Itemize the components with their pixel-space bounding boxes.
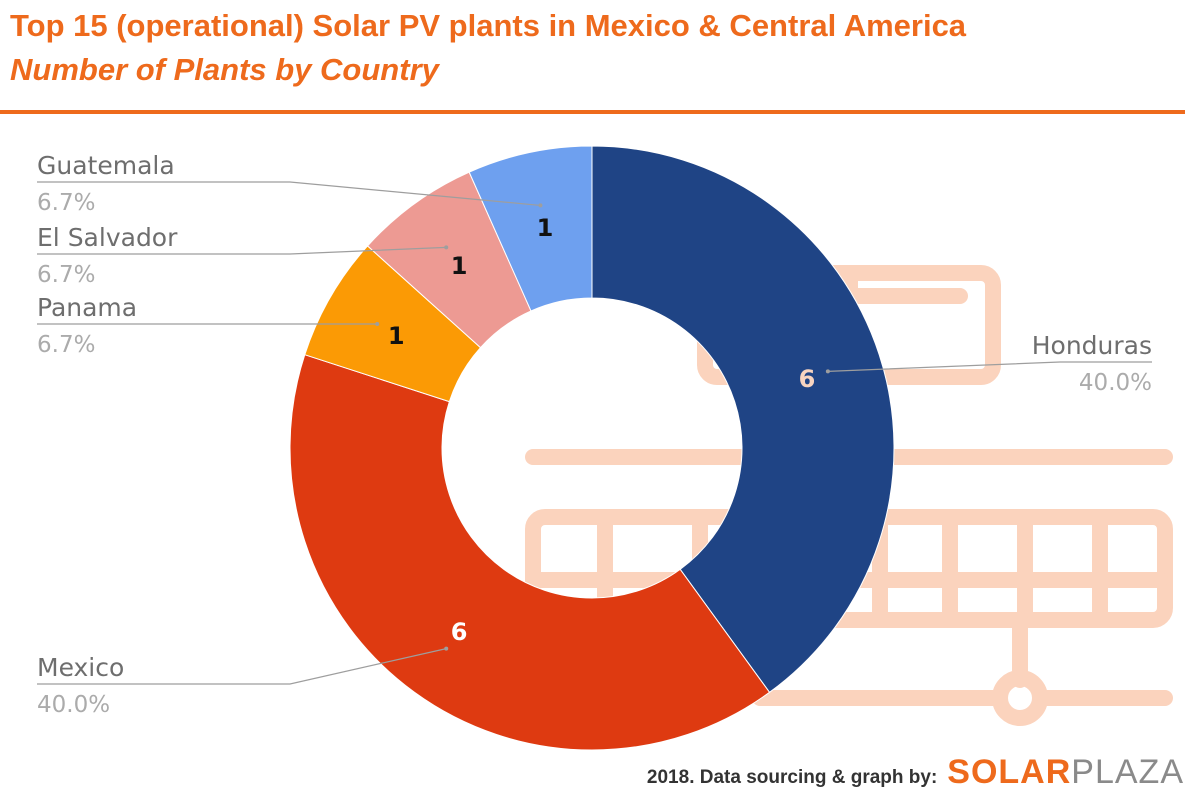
percent-label-guatemala: 6.7% [37, 190, 95, 216]
logo-solar-text: SOLAR [947, 753, 1072, 791]
slice-mexico [289, 354, 771, 751]
chart-subtitle: Number of Plants by Country [10, 52, 439, 87]
chart-title: Top 15 (operational) Solar PV plants in … [10, 8, 967, 43]
category-label-guatemala: Guatemala [37, 151, 175, 180]
category-label-el-salvador: El Salvador [37, 223, 178, 252]
value-label-mexico: 6 [451, 618, 468, 646]
footer: 2018. Data sourcing & graph by: SOLARPLA… [647, 753, 1184, 792]
value-label-panama: 1 [388, 322, 405, 350]
solarplaza-logo: SOLARPLAZA [947, 753, 1184, 792]
callout-line-guatemala [37, 181, 541, 207]
logo-plaza-text: PLAZA [1071, 753, 1184, 791]
footer-credit: 2018. Data sourcing & graph by: [646, 767, 938, 788]
category-label-mexico: Mexico [37, 653, 124, 682]
header-divider [0, 110, 1185, 114]
category-label-panama: Panama [37, 293, 137, 322]
slice-honduras [591, 145, 895, 694]
callout-line-mexico [37, 648, 447, 685]
callout-line-honduras [827, 361, 1152, 372]
percent-label-mexico: 40.0% [37, 692, 110, 718]
percent-label-honduras: 40.0% [1079, 370, 1152, 396]
value-label-guatemala: 1 [537, 214, 554, 242]
callout-line-el-salvador [37, 246, 447, 255]
percent-label-el-salvador: 6.7% [37, 262, 95, 288]
value-label-el-salvador: 1 [451, 252, 468, 280]
percent-label-panama: 6.7% [37, 332, 95, 358]
value-label-honduras: 6 [799, 365, 816, 393]
slice-guatemala [468, 145, 593, 312]
category-label-honduras: Honduras [1032, 331, 1152, 360]
